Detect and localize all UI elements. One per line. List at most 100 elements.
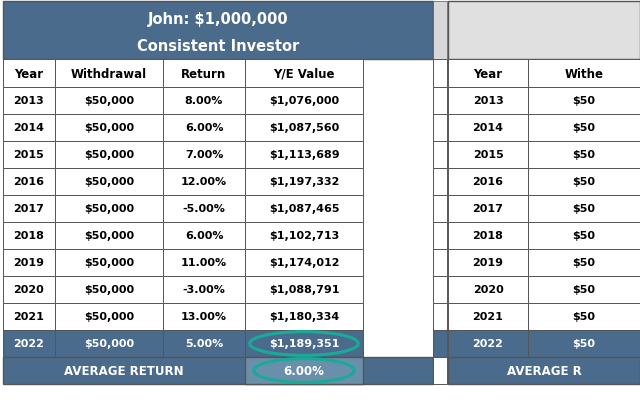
- Bar: [433, 303, 447, 330]
- Bar: [245, 88, 363, 115]
- Text: $50: $50: [573, 150, 595, 160]
- Text: 2016: 2016: [472, 177, 504, 187]
- Bar: [3, 249, 55, 276]
- Bar: [245, 276, 363, 303]
- Bar: [433, 276, 447, 303]
- Bar: [528, 168, 640, 196]
- Text: 2015: 2015: [472, 150, 504, 160]
- Text: $50: $50: [573, 177, 595, 187]
- Text: 2017: 2017: [472, 204, 504, 214]
- Bar: [448, 249, 528, 276]
- Bar: [3, 115, 55, 142]
- Bar: [245, 357, 363, 384]
- Text: 5.00%: 5.00%: [185, 339, 223, 348]
- Bar: [3, 88, 55, 115]
- Bar: [55, 249, 163, 276]
- Bar: [55, 276, 163, 303]
- Bar: [448, 276, 528, 303]
- Bar: [433, 196, 447, 223]
- Text: 2013: 2013: [472, 96, 504, 106]
- Bar: [245, 115, 363, 142]
- Text: 2019: 2019: [472, 258, 504, 268]
- Bar: [528, 115, 640, 142]
- Bar: [55, 168, 163, 196]
- Bar: [433, 223, 447, 249]
- Bar: [55, 223, 163, 249]
- Bar: [3, 168, 55, 196]
- Bar: [433, 249, 447, 276]
- Bar: [433, 60, 447, 88]
- Bar: [3, 276, 55, 303]
- Bar: [55, 330, 163, 357]
- Text: 2020: 2020: [13, 285, 44, 295]
- Bar: [163, 142, 245, 168]
- Bar: [245, 168, 363, 196]
- Bar: [163, 303, 245, 330]
- Text: $50: $50: [573, 96, 595, 106]
- Text: 2013: 2013: [13, 96, 44, 106]
- Bar: [55, 303, 163, 330]
- Text: $50: $50: [573, 204, 595, 214]
- Bar: [433, 115, 447, 142]
- Bar: [163, 223, 245, 249]
- Text: 2018: 2018: [13, 231, 44, 241]
- Bar: [3, 223, 55, 249]
- Bar: [245, 142, 363, 168]
- Bar: [3, 196, 55, 223]
- Text: $50: $50: [573, 339, 595, 348]
- Text: 2018: 2018: [472, 231, 504, 241]
- Bar: [448, 88, 528, 115]
- Bar: [528, 142, 640, 168]
- Text: -3.00%: -3.00%: [182, 285, 225, 295]
- Bar: [163, 276, 245, 303]
- Bar: [245, 223, 363, 249]
- Bar: [448, 223, 528, 249]
- Bar: [3, 330, 55, 357]
- Bar: [55, 88, 163, 115]
- Text: 2022: 2022: [13, 339, 44, 348]
- Text: 6.00%: 6.00%: [185, 123, 223, 133]
- Bar: [55, 196, 163, 223]
- Text: -5.00%: -5.00%: [182, 204, 225, 214]
- Text: $50,000: $50,000: [84, 123, 134, 133]
- Bar: [163, 168, 245, 196]
- Text: $50: $50: [573, 123, 595, 133]
- Text: Consistent Investor: Consistent Investor: [137, 38, 299, 53]
- Text: 2019: 2019: [13, 258, 45, 268]
- Text: $50: $50: [573, 231, 595, 241]
- Bar: [528, 276, 640, 303]
- Text: $50: $50: [573, 312, 595, 322]
- Text: 2021: 2021: [472, 312, 504, 322]
- Bar: [163, 249, 245, 276]
- Bar: [448, 60, 528, 88]
- Text: 2017: 2017: [13, 204, 44, 214]
- Bar: [528, 88, 640, 115]
- Bar: [3, 2, 433, 60]
- Bar: [448, 115, 528, 142]
- Bar: [528, 303, 640, 330]
- Text: $50,000: $50,000: [84, 150, 134, 160]
- Bar: [163, 60, 245, 88]
- Text: $50: $50: [573, 285, 595, 295]
- Text: 2015: 2015: [13, 150, 44, 160]
- Text: 2021: 2021: [13, 312, 44, 322]
- Bar: [448, 303, 528, 330]
- Bar: [163, 88, 245, 115]
- Bar: [3, 142, 55, 168]
- Text: $50,000: $50,000: [84, 96, 134, 106]
- Text: $1,087,560: $1,087,560: [269, 123, 339, 133]
- Text: 2014: 2014: [13, 123, 45, 133]
- Text: 2022: 2022: [472, 339, 504, 348]
- Text: 7.00%: 7.00%: [185, 150, 223, 160]
- Bar: [3, 303, 55, 330]
- Text: $50,000: $50,000: [84, 258, 134, 268]
- Bar: [3, 357, 433, 384]
- Bar: [245, 196, 363, 223]
- Bar: [245, 330, 363, 357]
- Bar: [433, 88, 447, 115]
- Text: Year: Year: [474, 67, 502, 80]
- Bar: [55, 115, 163, 142]
- Bar: [528, 60, 640, 88]
- Bar: [528, 249, 640, 276]
- Text: $1,189,351: $1,189,351: [269, 339, 339, 348]
